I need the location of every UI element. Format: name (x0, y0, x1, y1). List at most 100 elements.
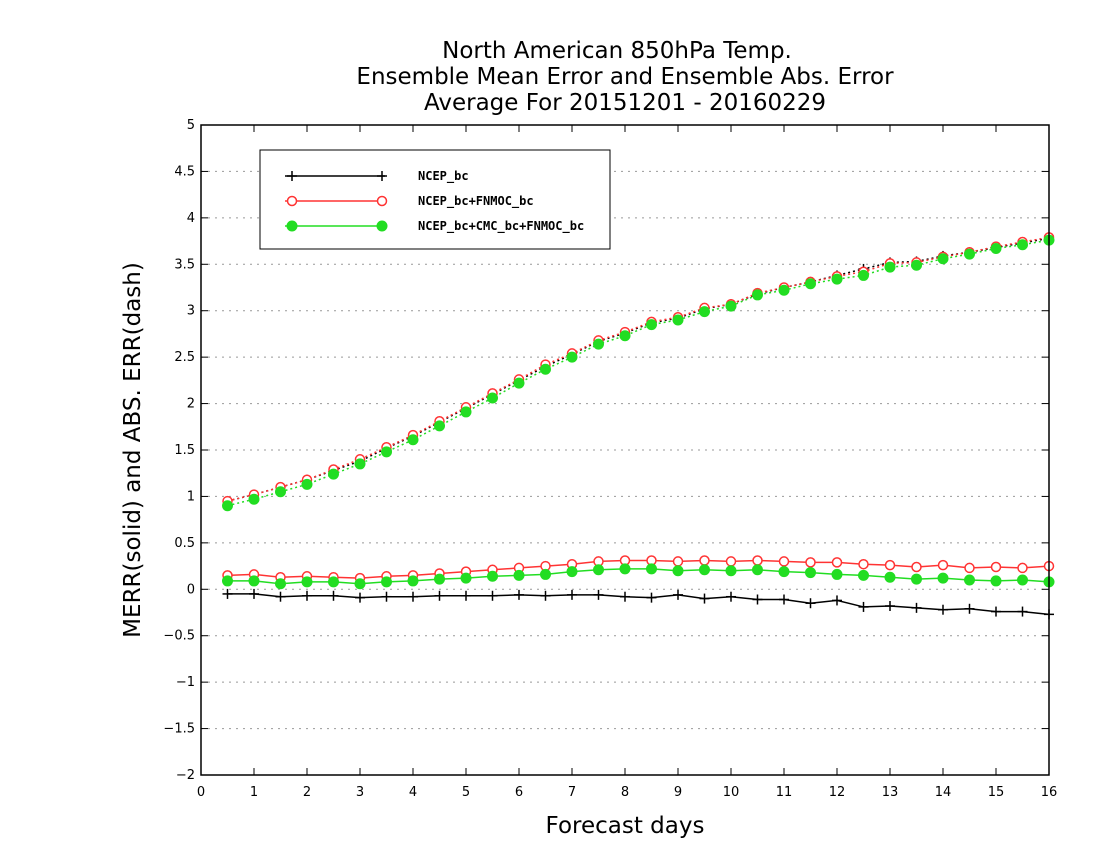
merr-point (646, 592, 657, 603)
abs-err-point (937, 253, 949, 265)
merr-point (858, 569, 869, 581)
merr-point (672, 556, 684, 567)
title-line-1: North American 850hPa Temp. (442, 38, 792, 64)
merr-point (1017, 606, 1028, 617)
merr-point (487, 570, 498, 582)
merr-point (593, 564, 604, 576)
x-tick-label: 15 (988, 785, 1005, 800)
merr-point (1017, 562, 1028, 574)
x-tick-label: 11 (776, 785, 793, 800)
merr-line (227, 568, 1050, 585)
merr-line (227, 593, 1050, 616)
y-tick-label: −1.5 (163, 722, 195, 737)
merr-point (699, 564, 710, 576)
abs-err-point (460, 406, 472, 418)
y-tick-label: 2.5 (174, 350, 195, 365)
y-tick-label: 4.5 (174, 164, 195, 179)
merr-point (1017, 574, 1028, 586)
y-tick-label: 0.5 (174, 536, 195, 551)
legend-marker (376, 220, 388, 232)
merr-point (725, 565, 737, 577)
legend-entry: NCEP_bc (285, 169, 469, 184)
merr-point (884, 559, 896, 571)
x-tick-label: 10 (723, 785, 740, 800)
abs-err-line (227, 237, 1050, 502)
merr-point (831, 557, 843, 568)
merr-point (619, 563, 631, 575)
y-tick-label: −1 (176, 675, 195, 690)
legend-marker (287, 171, 297, 181)
abs-err-point (990, 243, 1002, 254)
merr-point (884, 571, 896, 583)
grid-lines (201, 170, 1049, 730)
legend-label: NCEP_bc+CMC_bc+FNMOC_bc (418, 219, 584, 234)
merr-point (301, 576, 313, 588)
abs-err-line (227, 236, 1050, 502)
merr-point (355, 592, 365, 603)
x-tick-label: 13 (882, 785, 899, 800)
merr-point (434, 573, 445, 585)
abs-err-point (222, 500, 233, 512)
abs-err-point (725, 300, 737, 312)
x-tick-label: 8 (621, 785, 629, 800)
y-tick-label: 3 (187, 304, 195, 319)
merr-point (858, 558, 869, 570)
merr-point (593, 589, 604, 600)
merr-point (964, 574, 975, 586)
abs-err-point (407, 434, 419, 446)
x-tick-label: 12 (829, 785, 846, 800)
abs-err-point (434, 420, 445, 432)
merr-point (249, 588, 259, 599)
merr-point (964, 562, 975, 574)
y-tick-label: 2 (187, 397, 195, 412)
legend-marker (286, 220, 298, 232)
x-axis-ticks: 0 1 2 3 4 5 6 7 8 9 10 11 12 13 14 15 16 (197, 125, 1057, 800)
merr-point (487, 590, 498, 601)
merr-point (911, 561, 922, 573)
abs-err-point (672, 314, 684, 326)
merr-point (990, 561, 1002, 573)
title-line-2: Ensemble Mean Error and Ensemble Abs. Er… (356, 64, 894, 90)
merr-point (222, 588, 233, 599)
merr-point (461, 590, 471, 601)
chart-title: North American 850hPa Temp. Ensemble Mea… (356, 38, 894, 116)
merr-point (752, 594, 763, 605)
merr-point (699, 593, 710, 604)
abs-err-point (487, 392, 498, 404)
merr-point (354, 578, 366, 590)
abs-err-point (619, 330, 631, 342)
abs-err-point (805, 278, 816, 290)
merr-point (381, 576, 392, 588)
x-tick-label: 14 (935, 785, 952, 800)
x-tick-label: 0 (197, 785, 205, 800)
x-tick-label: 16 (1041, 785, 1058, 800)
legend-marker (377, 171, 387, 181)
merr-point (805, 557, 816, 568)
x-axis-label: Forecast days (546, 813, 705, 839)
x-tick-label: 6 (515, 785, 523, 800)
merr-point (832, 595, 842, 606)
merr-point (540, 568, 551, 580)
merr-point (964, 603, 975, 614)
merr-point (275, 578, 286, 590)
merr-point (911, 573, 922, 585)
merr-point (991, 606, 1001, 617)
legend-marker (376, 195, 388, 207)
abs-err-point (831, 273, 843, 285)
abs-err-point (540, 363, 551, 375)
x-tick-label: 4 (409, 785, 417, 800)
y-tick-label: 0 (187, 582, 195, 597)
y-axis-label: MERR(solid) and ABS. ERR(dash) (120, 262, 146, 638)
x-tick-label: 5 (462, 785, 470, 800)
legend-entries: NCEP_bc NCEP_bc+FNMOC_bc NCEP_bc+CMC_bc+FN… (285, 169, 584, 234)
merr-point (646, 563, 657, 575)
merr-point (328, 576, 339, 588)
abs-err-point (381, 446, 392, 458)
merr-point (620, 591, 630, 602)
abs-err-point (646, 319, 657, 331)
y-tick-label: 1.5 (174, 443, 195, 458)
merr-point (513, 569, 525, 581)
merr-point (408, 591, 418, 602)
abs-err-point (699, 306, 710, 318)
